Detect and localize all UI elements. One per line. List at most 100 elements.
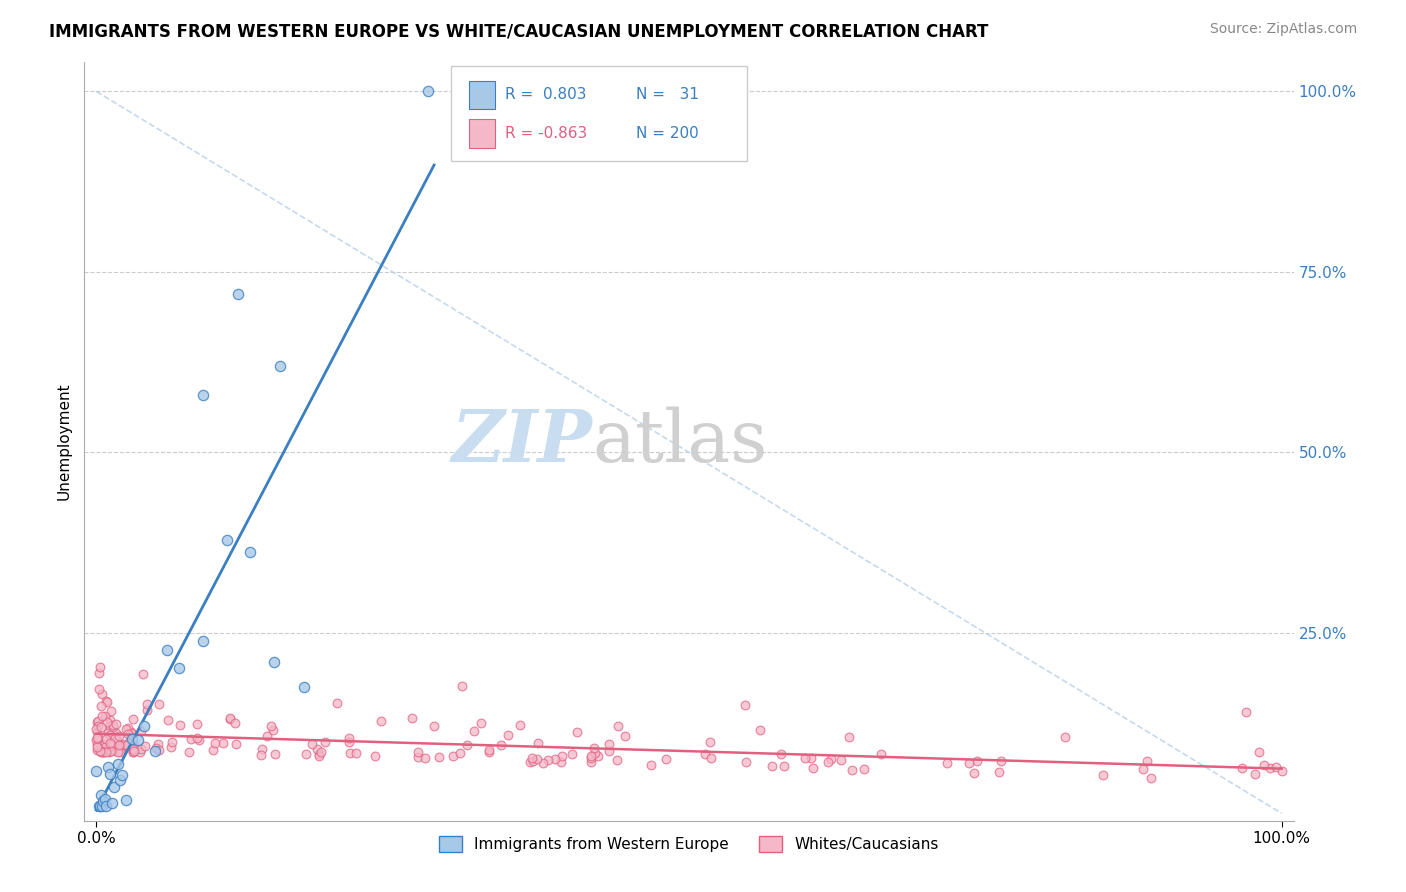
Point xyxy=(169,718,191,732)
Point xyxy=(800,751,823,765)
Point xyxy=(260,719,283,733)
Point xyxy=(536,753,558,767)
Point xyxy=(120,725,142,739)
Point xyxy=(219,711,242,725)
Point xyxy=(103,720,125,734)
Point xyxy=(305,741,328,756)
Point xyxy=(406,749,429,764)
Point xyxy=(794,751,817,765)
Point xyxy=(522,754,544,768)
Point xyxy=(159,739,181,754)
Point xyxy=(115,792,138,806)
Point xyxy=(769,747,792,761)
Point xyxy=(1264,760,1286,774)
Point xyxy=(423,719,446,733)
Point xyxy=(87,719,110,733)
Bar xyxy=(468,80,495,110)
Point xyxy=(339,746,361,760)
Point xyxy=(344,746,367,760)
Point xyxy=(1253,758,1275,772)
Point xyxy=(108,738,131,752)
Point xyxy=(699,735,721,749)
Point xyxy=(401,711,423,725)
Point xyxy=(162,734,184,748)
Point xyxy=(496,728,519,742)
Point xyxy=(773,759,796,773)
Point xyxy=(93,745,115,759)
Point xyxy=(90,738,112,752)
Point xyxy=(990,754,1012,768)
Point xyxy=(735,755,758,769)
Point xyxy=(115,738,138,752)
Point xyxy=(100,796,122,810)
Point xyxy=(186,717,208,731)
Point xyxy=(581,755,603,769)
Point xyxy=(478,745,501,759)
Point xyxy=(94,694,117,708)
Point xyxy=(122,742,145,756)
Point xyxy=(93,739,115,754)
Point xyxy=(111,738,134,752)
Point xyxy=(97,760,120,774)
Text: IMMIGRANTS FROM WESTERN EUROPE VS WHITE/CAUCASIAN UNEMPLOYMENT CORRELATION CHART: IMMIGRANTS FROM WESTERN EUROPE VS WHITE/… xyxy=(49,22,988,40)
Point xyxy=(117,727,139,741)
Point xyxy=(148,743,170,757)
Point xyxy=(100,737,122,751)
Point xyxy=(110,745,132,759)
Point xyxy=(156,643,179,657)
Point xyxy=(90,709,112,723)
Point xyxy=(519,755,541,769)
Point xyxy=(191,634,214,648)
Point xyxy=(655,752,678,766)
Point xyxy=(1136,754,1159,768)
Point xyxy=(86,722,108,736)
Text: atlas: atlas xyxy=(592,406,768,477)
Point xyxy=(526,751,548,765)
Point xyxy=(1230,761,1253,775)
Point xyxy=(935,756,957,770)
Point xyxy=(202,743,225,757)
Point xyxy=(157,713,180,727)
Point xyxy=(91,745,114,759)
Point xyxy=(94,745,117,759)
Point xyxy=(544,752,567,766)
Point xyxy=(132,718,155,732)
Point xyxy=(1234,706,1257,720)
Point xyxy=(838,730,860,744)
Point xyxy=(463,724,485,739)
Point xyxy=(228,286,250,301)
Text: N =   31: N = 31 xyxy=(636,87,699,102)
Point xyxy=(308,749,330,764)
Point xyxy=(179,745,201,759)
Point xyxy=(118,728,141,742)
Point xyxy=(100,767,122,781)
Point xyxy=(761,759,783,773)
Point xyxy=(478,743,501,757)
Point xyxy=(101,718,124,732)
Point xyxy=(87,682,110,697)
Point xyxy=(1243,767,1265,781)
Point xyxy=(167,661,190,675)
Point xyxy=(91,745,114,759)
Point xyxy=(250,747,273,762)
Point xyxy=(122,744,145,758)
Point xyxy=(91,799,114,814)
Point xyxy=(132,667,155,681)
Point xyxy=(749,723,772,737)
Point xyxy=(94,799,117,814)
Point xyxy=(841,764,863,778)
Point xyxy=(90,698,112,713)
Point xyxy=(100,704,122,718)
Point xyxy=(337,735,360,749)
Point xyxy=(122,712,145,726)
Point xyxy=(418,84,440,98)
Point xyxy=(84,764,107,778)
Point xyxy=(301,738,323,752)
Point xyxy=(531,756,554,770)
Point xyxy=(127,732,149,747)
Point xyxy=(86,740,108,755)
Point xyxy=(115,722,138,736)
Point xyxy=(87,799,110,814)
Point xyxy=(364,748,387,763)
Point xyxy=(105,726,128,740)
